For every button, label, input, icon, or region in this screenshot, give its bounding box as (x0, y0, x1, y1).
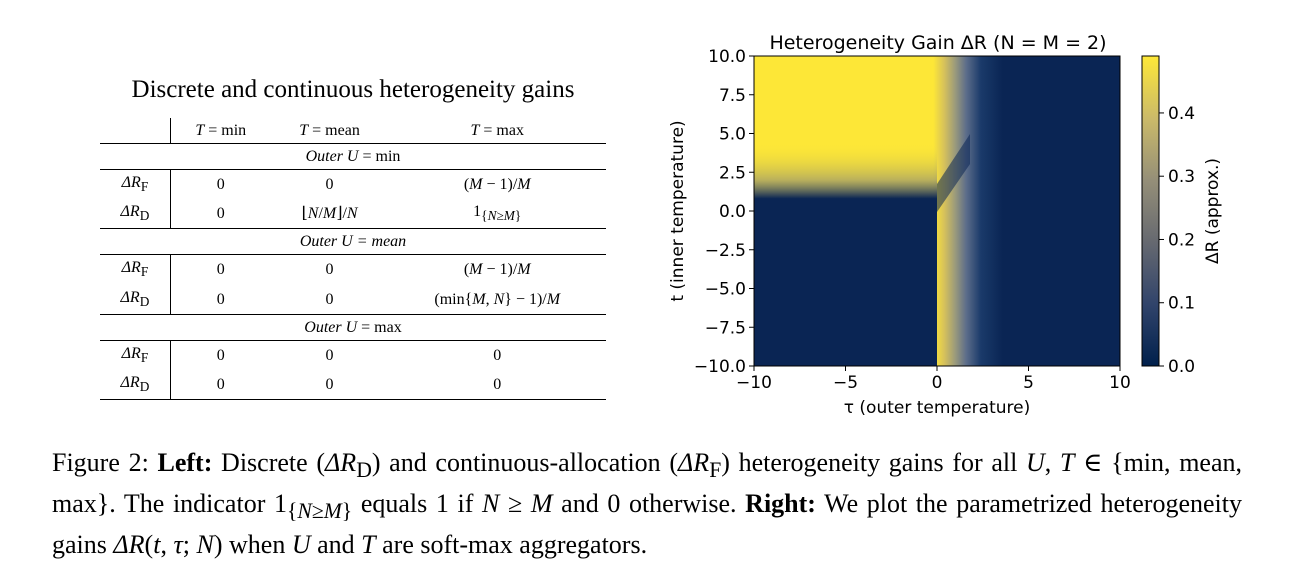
x-tick-label: 10 (1109, 373, 1131, 393)
y-axis-label: t (inner temperature) (668, 120, 688, 301)
cell: ⌊N/M⌋/N (301, 205, 358, 223)
table-header-row: T = min T = mean T = max (100, 118, 606, 144)
header-t-mean: T = mean (270, 118, 389, 144)
group-row: Outer U = min (100, 143, 606, 170)
cell: 1{N≥M} (473, 203, 522, 224)
row-label-delta-rf: ΔRF (100, 254, 171, 285)
cell: 0 (216, 346, 225, 364)
x-tick-label: 0 (932, 373, 943, 393)
heatmap-diagonal-shade (937, 134, 970, 212)
y-axis: −10.0 −7.5 −5.0 −2.5 0.0 2.5 5.0 7.5 10.0 (694, 47, 754, 377)
table-row: ΔRF 0 0 0 (100, 340, 606, 370)
x-axis-label: τ (outer temperature) (844, 398, 1030, 418)
y-tick-label: 0.0 (719, 202, 746, 222)
y-tick-label: −2.5 (705, 241, 746, 261)
group-row: Outer U = mean (100, 228, 606, 256)
colorbar-ticks: 0.0 0.1 0.2 0.3 0.4 (1159, 104, 1195, 377)
row-label-delta-rd: ΔRD (100, 369, 171, 401)
right-label: Right: (745, 489, 816, 519)
left-label: Left: (157, 448, 213, 477)
figure-caption: Figure 2: Left: Discrete (ΔRD) and conti… (52, 448, 1243, 560)
table-header-empty (100, 118, 171, 144)
colorbar-label: ΔR (approx.) (1203, 158, 1223, 264)
colorbar-tick-label: 0.4 (1168, 104, 1195, 124)
x-tick-label: 5 (1023, 373, 1034, 393)
cell: 0 (216, 290, 225, 308)
table-row: ΔRF 0 0 (M − 1)/M (100, 254, 606, 285)
table-row: ΔRD 0 ⌊N/M⌋/N 1{N≥M} (100, 199, 606, 229)
y-tick-label: −7.5 (705, 318, 746, 338)
heterogeneity-table: T = min T = mean T = max Outer U = min Δ… (100, 118, 606, 401)
colorbar (1141, 55, 1160, 367)
cell: 0 (325, 176, 334, 194)
y-tick-label: −10.0 (694, 357, 746, 377)
table-row: ΔRD 0 0 (min{M, N} − 1)/M (100, 284, 606, 315)
table-row: ΔRD 0 0 0 (100, 369, 606, 401)
y-tick-label: 2.5 (719, 163, 746, 183)
group-label-outer-mean: Outer U = mean (100, 228, 606, 256)
table-row: ΔRF 0 0 (M − 1)/M (100, 169, 606, 200)
group-row: Outer U = max (100, 313, 606, 341)
cell: 0 (325, 290, 334, 308)
colorbar-tick-label: 0.3 (1168, 167, 1195, 187)
cell: 0 (388, 369, 606, 401)
cell: (M − 1)/M (463, 176, 531, 194)
y-tick-label: 10.0 (708, 47, 746, 67)
y-tick-label: 7.5 (719, 86, 746, 106)
x-tick-label: −5 (833, 373, 858, 393)
group-label-outer-min: Outer U = min (100, 143, 606, 170)
chart-title: Heterogeneity Gain ΔR (N = M = 2) (769, 32, 1106, 54)
table-caption: Discrete and continuous heterogeneity ga… (131, 76, 575, 103)
group-label-outer-max: Outer U = max (100, 313, 606, 341)
cell: 0 (170, 369, 271, 401)
heatmap-gradient-y (754, 56, 937, 366)
figure-label: Figure 2: (52, 448, 149, 477)
cell: 0 (216, 261, 225, 279)
row-label-delta-rf: ΔRF (100, 169, 171, 200)
header-t-min: T = min (170, 118, 271, 144)
heatmap-area (753, 55, 1121, 367)
cell: (M − 1)/M (463, 261, 531, 279)
colorbar-tick-label: 0.0 (1168, 357, 1195, 377)
cell: 0 (325, 346, 334, 364)
y-tick-label: −5.0 (705, 280, 746, 300)
cell: 0 (216, 205, 225, 223)
row-label-delta-rd: ΔRD (100, 284, 171, 315)
colorbar-tick-label: 0.2 (1168, 230, 1195, 250)
row-label-delta-rf: ΔRF (100, 340, 171, 370)
colorbar-tick-label: 0.1 (1168, 294, 1195, 314)
cell: 0 (493, 346, 502, 364)
heatmap-chart: Heterogeneity Gain ΔR (N = M = 2) −10 −5 0… (668, 32, 1223, 418)
x-axis: −10 −5 0 5 10 (736, 366, 1131, 393)
y-tick-label: 5.0 (719, 125, 746, 145)
header-t-max: T = max (388, 118, 606, 144)
x-tick-label: −10 (736, 373, 772, 393)
cell: (min{M, N} − 1)/M (434, 290, 561, 308)
cell: 0 (325, 261, 334, 279)
row-label-delta-rd: ΔRD (100, 199, 171, 229)
cell: 0 (270, 369, 389, 401)
cell: 0 (216, 176, 225, 194)
